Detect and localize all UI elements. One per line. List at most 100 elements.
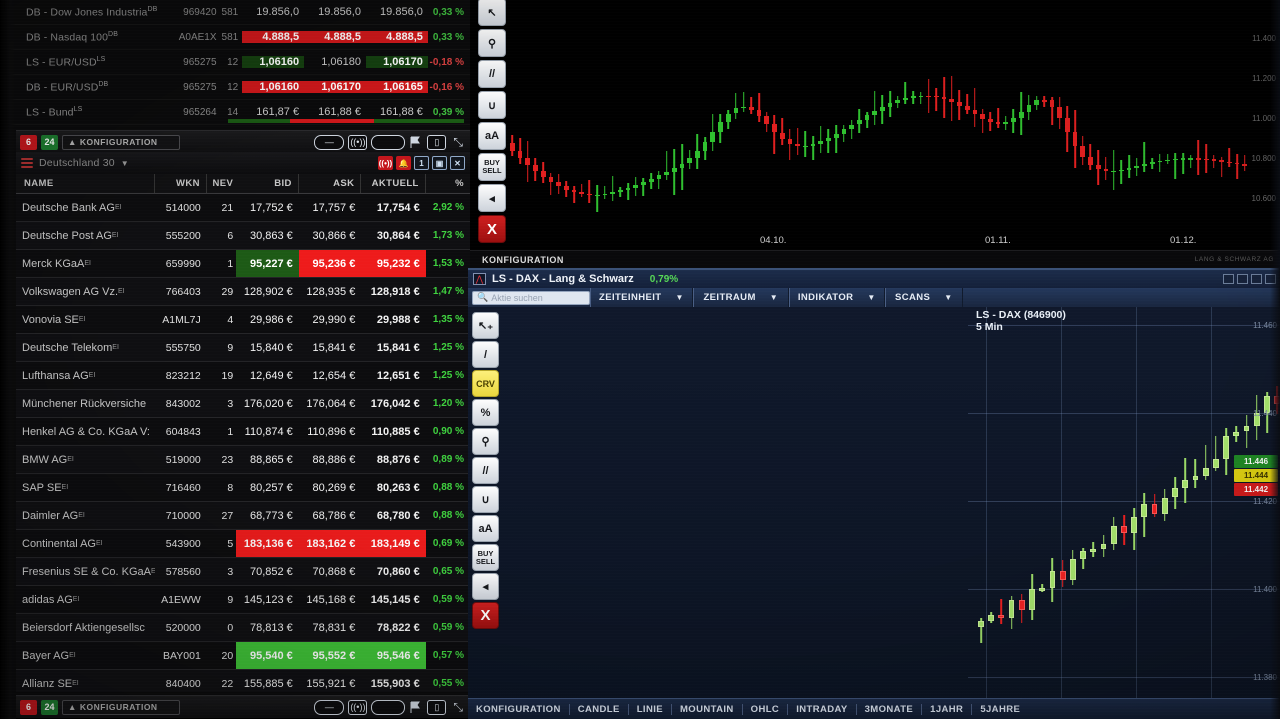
curve-icon[interactable]: ∪ [478,91,506,119]
table-row[interactable]: Continental AG EI 543900 5 183,136 €183,162 … [16,530,470,558]
crosshair-cursor-icon[interactable]: ↖ [478,0,506,26]
dropdown-zeitraum[interactable]: ZEITRAUM ▼ [692,288,789,307]
mobile-icon[interactable]: ▯ [427,699,447,715]
menu-item-konfiguration[interactable]: KONFIGURATION [476,703,570,715]
column-header-pct[interactable]: % [455,178,464,189]
top-chart-plot[interactable] [510,0,1250,228]
menu-item-mountain[interactable]: MOUNTAIN [672,703,743,715]
table-row[interactable]: Deutsche Bank AG EI 514000 21 17,752 € 17,757… [16,194,470,222]
configuration-button[interactable]: ▲ KONFIGURATION [62,134,180,150]
configuration-toolbar-bottom[interactable]: 6 24 ▲ KONFIGURATION — ((•)) ▯ ⤡ [16,695,470,719]
menu-item-linie[interactable]: LINIE [629,703,672,715]
configuration-button[interactable]: ▲ KONFIGURATION [62,699,180,715]
table-row[interactable]: Deutsche Post AG EI 555200 6 30,863 € 30,866 … [16,222,470,250]
close-icon[interactable]: X [478,215,506,243]
flag-icon[interactable] [409,700,423,715]
table-row[interactable]: Vonovia SE EI A1ML7J 4 29,986 € 29,990 € 29,98… [16,306,470,334]
bottom-chart-toolbar[interactable]: ↖₊ / CRV% ⚲//∪ aA BUY SELL ◂ X [472,312,499,629]
search-input[interactable]: 🔍 Aktie suchen [472,290,590,305]
minimize-button[interactable]: — [314,699,345,715]
chevron-down-icon[interactable]: ▼ [120,158,129,168]
mobile-icon[interactable]: ▯ [427,134,447,150]
minimize-icon[interactable] [1223,274,1234,284]
menu-item-candle[interactable]: CANDLE [570,703,629,715]
curve-icon[interactable]: ∪ [472,486,499,513]
dropdown-indikator[interactable]: INDIKATOR ▼ [788,288,885,307]
menu-item-1jahr[interactable]: 1JAHR [922,703,973,715]
menu-icon[interactable] [21,158,33,168]
crv-icon[interactable]: CRV [472,370,499,397]
buy-sell-icon[interactable]: BUY SELL [478,153,506,181]
parallel-lines-icon[interactable]: // [478,60,506,88]
table-row[interactable]: Daimler AG EI 710000 27 68,773 € 68,786 € 68,7… [16,502,470,530]
index-ticker-row[interactable]: DB - Nasdaq 100DB A0AE1X 581 4.888,5 4.888,5… [0,25,470,50]
percent-icon[interactable]: % [472,399,499,426]
column-header-wkn[interactable]: WKN [155,174,207,193]
window-copy-icon[interactable]: ▣ [432,156,447,170]
index-ticker-row[interactable]: LS - BundLS 965264 14 161,87 € 161,88 € 161,8… [0,100,470,125]
column-header-bid[interactable]: BID [236,174,299,193]
configuration-toolbar-top[interactable]: 6 24 ▲ KONFIGURATION — ((•)) ▯ ⤡ [16,130,470,154]
table-row[interactable]: Bayer AG EI BAY001 20 95,540 €95,552 €95,546… [16,642,470,670]
restore-icon[interactable] [1251,274,1262,284]
bottom-chart-plot[interactable] [968,307,1280,719]
table-row[interactable]: Beiersdorf Aktiengesellsc 520000 0 78,813 €… [16,614,470,642]
close-icon[interactable]: ✕ [450,156,465,170]
dropdown-zeiteinheit[interactable]: ZEITEINHEIT ▼ [590,288,693,307]
candle [1065,0,1070,228]
column-header-ask[interactable]: ASK [299,174,362,193]
table-row[interactable]: adidas AG EI A1EWW 9 145,123 € 145,168 € 145,1… [16,586,470,614]
table-row[interactable]: Lufthansa AG EI 823212 19 12,649 € 12,654 € 12… [16,362,470,390]
buy-sell-icon[interactable]: BUY SELL [472,544,499,571]
status-pill[interactable] [371,134,406,150]
speaker-icon[interactable]: ◂ [472,573,499,600]
table-row[interactable]: Volkswagen AG Vz. EI 766403 29 128,902 € 128,… [16,278,470,306]
menu-item-5jahre[interactable]: 5JAHRE [980,703,1021,715]
index-ticker-row[interactable]: LS - EUR/USDLS 965275 12 1,06160 1,06180 1,06… [0,50,470,75]
broadcast-icon[interactable]: ((•)) [378,156,393,170]
text-tool-icon[interactable]: aA [472,515,499,542]
table-row[interactable]: SAP SE EI 716460 8 80,257 € 80,269 € 80,263 € 0… [16,474,470,502]
status-pill[interactable] [371,699,406,715]
bottom-status-menu[interactable]: KONFIGURATION CANDLE LINIE MOUNTAIN OHLC INTR… [468,698,1280,719]
column-header-name[interactable]: NAME [16,174,156,193]
trendline-icon[interactable]: / [472,341,499,368]
parallel-lines-icon[interactable]: // [472,457,499,484]
speaker-icon[interactable]: ◂ [478,184,506,212]
menu-item-intraday[interactable]: INTRADAY [788,703,857,715]
table-row[interactable]: BMW AG EI 519000 23 88,865 € 88,886 € 88,876 €… [16,446,470,474]
menu-item-3monate[interactable]: 3MONATE [857,703,923,715]
candle [1141,307,1148,719]
dropdown-scans[interactable]: SCANS ▼ [884,288,963,307]
watchlist-table-body[interactable]: Deutsche Bank AG EI 514000 21 17,752 € 17,757… [16,194,470,692]
index-ticker-row[interactable]: DB - EUR/USDDB 965275 12 1,06160 1,06170 1,06… [0,75,470,100]
table-row[interactable]: Merck KGaA EI 659990 1 95,227 €95,236 €95,23… [16,250,470,278]
bottom-chart-toolbar[interactable]: 🔍 Aktie suchen ZEITEINHEIT ▼ ZEITRAUM ▼ … [468,288,1280,307]
cursor-add-icon[interactable]: ↖₊ [472,312,499,339]
top-chart-config-bar[interactable]: KONFIGURATION [470,250,1280,268]
maximize-icon[interactable] [1237,274,1248,284]
window-1-icon[interactable]: 1 [414,156,429,170]
resize-icon[interactable]: ⤡ [453,134,463,149]
broadcast-icon[interactable]: ((•)) [348,134,368,150]
minimize-button[interactable]: — [314,134,345,150]
text-tool-icon[interactable]: aA [478,122,506,150]
resize-icon[interactable]: ⤡ [453,699,463,714]
column-header-nev[interactable]: NEV [212,178,234,189]
table-row[interactable]: Münchener Rückversiche 843002 3 176,020 € 17… [16,390,470,418]
menu-item-ohlc[interactable]: OHLC [743,703,789,715]
magnifier-icon[interactable]: ⚲ [472,428,499,455]
table-row[interactable]: Fresenius SE & Co. KGaA E 578560 3 70,852 € 7… [16,558,470,586]
table-row[interactable]: Deutsche Telekom EI 555750 9 15,840 € 15,841 … [16,334,470,362]
index-ticker-row[interactable]: DB - Dow Jones IndustriaDB 969420 581 19.85… [0,0,470,25]
watchlist-header[interactable]: Deutschland 30 ▼ ((•)) 🔔 1 ▣ ✕ [16,152,470,174]
close-icon[interactable]: X [472,602,499,629]
table-row[interactable]: Henkel AG & Co. KGaA V: 604843 1 110,874 € 1… [16,418,470,446]
flag-icon[interactable] [409,135,423,150]
broadcast-icon[interactable]: ((•)) [348,699,368,715]
column-header-aktuell[interactable]: AKTUELL [361,174,426,193]
magnifier-icon[interactable]: ⚲ [478,29,506,57]
bell-icon[interactable]: 🔔 [396,156,411,170]
table-row[interactable]: Allianz SE EI 840400 22 155,885 € 155,921 € 15… [16,670,470,692]
top-chart-toolbar[interactable]: ↖ ⚲ // ∪ aA BUY SELL ◂ X [478,0,506,243]
